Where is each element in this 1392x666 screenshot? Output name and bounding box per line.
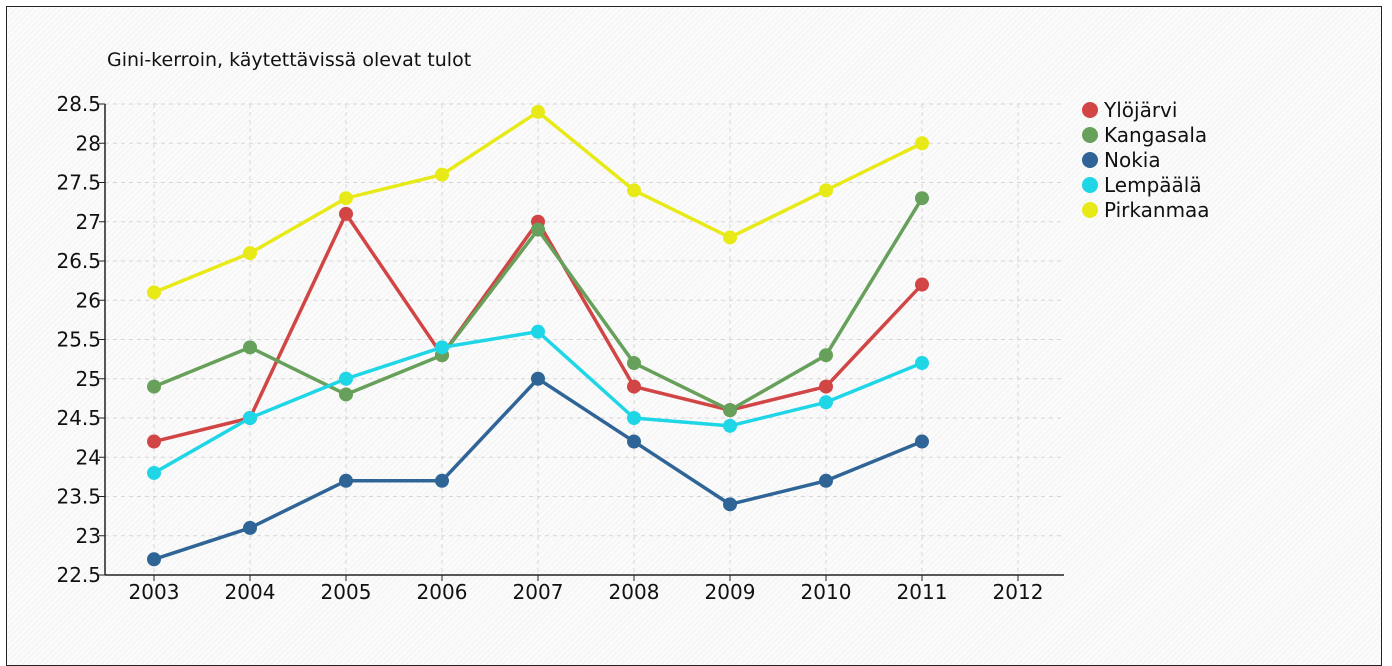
data-point-kangasala [243,340,257,355]
x-tick-label: 2004 [225,580,276,604]
x-tick-label: 2008 [609,580,660,604]
data-point-yl-j-rvi [627,379,641,394]
data-point-pirkanmaa [819,183,833,198]
data-point-kangasala [627,356,641,371]
grid-lines [105,103,1064,575]
legend-label-pirkanmaa: Pirkanmaa [1104,198,1210,222]
y-tick-label: 27 [76,210,101,234]
legend-marker-lemp-l- [1082,177,1098,193]
y-tick-label: 26.5 [56,249,101,273]
y-tick-label: 22.5 [56,563,101,587]
data-point-kangasala [819,348,833,363]
data-point-pirkanmaa [531,104,545,119]
y-tick-label: 24 [76,445,101,469]
x-tick-label: 2010 [801,580,852,604]
data-point-pirkanmaa [147,285,161,300]
legend-marker-nokia [1082,152,1098,168]
y-tick-label: 24.5 [56,406,101,430]
data-point-kangasala [723,403,737,418]
data-point-nokia [243,520,257,535]
x-tick-label: 2005 [321,580,372,604]
data-point-yl-j-rvi [339,206,353,221]
data-point-kangasala [339,387,353,402]
series-group [147,104,929,567]
chart-title: Gini-kerroin, käytettävissä olevat tulot [107,49,471,71]
data-point-lemp-l- [531,324,545,339]
y-tick-label: 25.5 [56,328,101,352]
data-point-yl-j-rvi [915,277,929,292]
legend-marker-yl-j-rvi [1082,102,1098,118]
data-point-nokia [435,473,449,488]
legend-marker-pirkanmaa [1082,202,1098,218]
y-tick-label: 23.5 [56,485,101,509]
x-tick-label: 2012 [993,580,1044,604]
data-point-nokia [147,552,161,567]
data-point-nokia [531,371,545,386]
legend-label-lemp-l-: Lempäälä [1104,173,1202,197]
data-point-yl-j-rvi [147,434,161,449]
data-point-nokia [627,434,641,449]
data-point-lemp-l- [915,356,929,371]
data-point-lemp-l- [435,340,449,355]
legend-label-kangasala: Kangasala [1104,123,1207,147]
y-tick-label: 26 [76,288,101,312]
chart-frame [6,6,1382,666]
data-point-lemp-l- [243,411,257,425]
data-point-lemp-l- [339,371,353,386]
data-point-nokia [819,473,833,488]
y-tick-label: 25 [76,367,101,391]
line-chart: Gini-kerroin, käytettävissä olevat tulot… [56,49,1210,604]
legend-label-nokia: Nokia [1104,148,1161,172]
data-point-lemp-l- [627,411,641,425]
data-point-nokia [723,497,737,512]
y-tick-label: 27.5 [56,171,101,195]
y-tick-label: 28 [76,131,101,155]
data-point-pirkanmaa [243,246,257,261]
data-point-yl-j-rvi [819,379,833,394]
axes: 22.5 23 23.5 24 24.5 25 25.5 26 26.5 27 27.5 28 28.5… [56,92,1064,604]
y-tick-label: 28.5 [56,92,101,116]
data-point-pirkanmaa [915,136,929,151]
data-point-lemp-l- [723,418,737,433]
x-tick-label: 2011 [897,580,948,604]
legend-label-yl-j-rvi: Ylöjärvi [1103,98,1177,122]
data-point-lemp-l- [147,465,161,480]
data-point-kangasala [915,191,929,206]
x-tick-label: 2009 [705,580,756,604]
data-point-nokia [915,434,929,449]
data-point-pirkanmaa [339,191,353,206]
x-tick-label: 2006 [417,580,468,604]
data-point-pirkanmaa [723,230,737,245]
data-point-lemp-l- [819,395,833,410]
x-tick-label: 2003 [129,580,180,604]
data-point-pirkanmaa [627,183,641,198]
data-point-kangasala [531,222,545,237]
data-point-kangasala [147,379,161,394]
y-tick-label: 23 [76,524,101,548]
x-tick-label: 2007 [513,580,564,604]
legend-marker-kangasala [1082,127,1098,143]
data-point-nokia [339,473,353,488]
data-point-pirkanmaa [435,167,449,182]
